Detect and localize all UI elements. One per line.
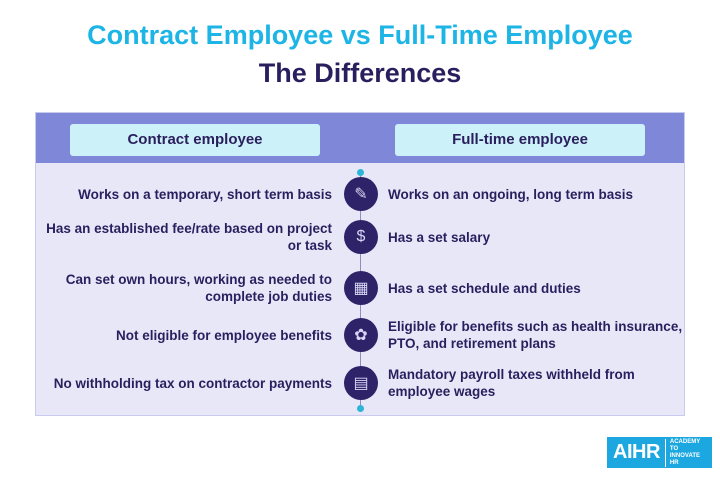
- tax-document-icon: ▤: [344, 366, 378, 400]
- logo-tagline: ACADEMY TO INNOVATE HR: [664, 438, 709, 467]
- header-full-time: Full-time employee: [395, 124, 645, 156]
- contract-text: Can set own hours, working as needed to …: [65, 272, 332, 304]
- comparison-row: Not eligible for employee benefits ✿ Eli…: [36, 315, 684, 355]
- contract-text: No withholding tax on contractor payment…: [53, 375, 332, 391]
- money-hands-icon: $: [344, 220, 378, 254]
- title-line-1: Contract Employee vs Full-Time Employee: [87, 20, 633, 50]
- full-time-text: Has a set salary: [388, 229, 491, 245]
- aihr-logo: AIHR ACADEMY TO INNOVATE HR: [607, 437, 712, 468]
- document-pen-icon: ✎: [344, 177, 378, 211]
- benefits-hands-icon: ✿: [344, 318, 378, 352]
- comparison-panel: Contract employee Full-time employee Wor…: [35, 112, 685, 416]
- comparison-row: Can set own hours, working as needed to …: [36, 268, 684, 308]
- bottom-dot: [357, 405, 364, 412]
- full-time-text: Eligible for benefits such as health ins…: [388, 319, 683, 351]
- calendar-clock-icon: ▦: [344, 271, 378, 305]
- full-time-text: Has a set schedule and duties: [388, 280, 581, 296]
- header-band: Contract employee Full-time employee: [36, 113, 684, 163]
- header-contract: Contract employee: [70, 124, 320, 156]
- comparison-row: Works on a temporary, short term basis ✎…: [36, 174, 684, 214]
- logo-brand: AIHR: [613, 441, 660, 463]
- contract-text: Works on a temporary, short term basis: [78, 186, 332, 202]
- top-dot: [357, 169, 364, 176]
- comparison-row: No withholding tax on contractor payment…: [36, 363, 684, 403]
- full-time-text: Mandatory payroll taxes withheld from em…: [388, 367, 635, 399]
- full-time-text: Works on an ongoing, long term basis: [388, 186, 634, 202]
- contract-text: Not eligible for employee benefits: [115, 327, 332, 343]
- title-line-2: The Differences: [258, 58, 462, 88]
- contract-text: Has an established fee/rate based on pro…: [46, 221, 332, 253]
- comparison-row: Has an established fee/rate based on pro…: [36, 217, 684, 257]
